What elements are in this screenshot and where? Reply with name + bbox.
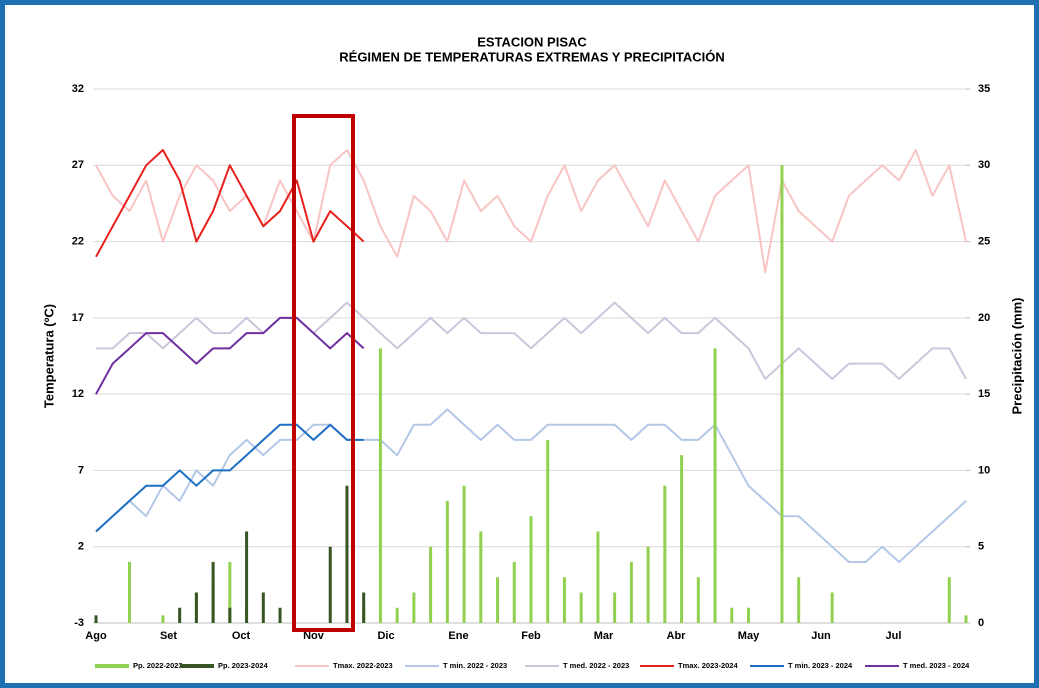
precip-bar [479,531,483,623]
y-tick-label: 17 [72,312,84,324]
y2-tick-label: 25 [978,235,990,247]
precip-bar [546,439,550,623]
precip-bar [613,592,617,623]
precip-bar [445,500,449,623]
precip-bar [94,615,98,623]
precip-bar [395,607,399,623]
precip-bar [646,546,650,623]
precip-bar [629,561,633,623]
x-tick-label: Oct [232,630,251,642]
precip-bar [496,577,500,623]
precip-bar [161,615,165,623]
chart-title: ESTACION PISAC [477,34,587,49]
precip-bar [194,592,198,623]
y2-tick-label: 30 [978,159,990,171]
precip-bar [278,607,282,623]
precip-bar [345,485,349,623]
legend-label: T min. 2023 - 2024 [788,661,853,670]
legend-label: Pp. 2022-2023 [133,661,183,670]
y2-tick-label: 35 [978,83,990,95]
precip-bar [328,546,332,623]
x-tick-label: Jun [811,630,831,642]
legend-label: Tmax. 2023-2024 [678,661,738,670]
precip-bar [680,455,684,623]
y2-tick-label: 10 [978,464,990,476]
precip-bar [713,348,717,623]
precip-bar [830,592,834,623]
y2-tick-label: 15 [978,388,990,400]
precip-bar [596,531,600,623]
x-tick-label: Jul [886,630,902,642]
y2-tick-label: 5 [978,541,984,553]
highlight-box [292,114,355,632]
x-tick-label: May [738,630,760,642]
y2-axis-title: Precipitación (mm) [1009,297,1024,414]
precip-bar [412,592,416,623]
legend-label: T min. 2022 - 2023 [443,661,507,670]
y-tick-label: 27 [72,159,84,171]
precip-bar [730,607,734,623]
x-tick-label: Set [160,630,177,642]
temp-line [95,149,365,258]
precip-bar [261,592,265,623]
y-tick-label: 22 [72,235,84,247]
precip-bar [696,577,700,623]
x-tick-label: Abr [667,630,687,642]
precip-bar [562,577,566,623]
temp-line [95,149,967,274]
precip-bar [127,561,131,623]
legend-label: Pp. 2023-2024 [218,661,268,670]
precip-bar [429,546,433,623]
precip-bar [780,165,784,624]
y-tick-label: 2 [78,541,84,553]
legend-label: T med. 2023 - 2024 [903,661,970,670]
y-axis-title: Temperatura (ºC) [41,304,56,408]
legend-label: Tmax. 2022-2023 [333,661,393,670]
precip-bar [211,561,215,623]
y2-tick-label: 0 [978,617,984,629]
precip-bar [228,607,232,623]
x-tick-label: Ago [85,630,107,642]
precip-bar [964,615,968,623]
precip-bar [245,531,249,623]
y-tick-label: 12 [72,388,84,400]
x-tick-label: Nov [303,630,325,642]
temp-line [95,408,967,563]
precip-bar [462,485,466,623]
x-tick-label: Feb [521,630,541,642]
chart-subtitle: RÉGIMEN DE TEMPERATURAS EXTREMAS Y PRECI… [339,49,724,64]
precip-bar [579,592,583,623]
precip-bar [228,561,232,623]
temp-line [95,423,364,533]
y-tick-label: 32 [72,83,84,95]
precip-bar [747,607,750,623]
precip-bar [947,577,951,623]
precip-bar [663,485,667,623]
x-tick-label: Dic [377,630,394,642]
precip-bar [378,348,382,623]
x-tick-label: Ene [448,630,468,642]
precip-bar [362,592,366,623]
temp-line [96,301,967,380]
legend-label: T med. 2022 - 2023 [563,661,629,670]
x-tick-label: Mar [594,630,614,642]
temp-line [95,316,365,395]
y-tick-label: -3 [74,617,84,629]
precip-bar [529,516,533,623]
precip-bar [512,561,516,623]
precip-bar [178,607,182,623]
precip-bar [797,577,801,623]
y-tick-label: 7 [78,464,84,476]
y2-tick-label: 20 [978,312,990,324]
